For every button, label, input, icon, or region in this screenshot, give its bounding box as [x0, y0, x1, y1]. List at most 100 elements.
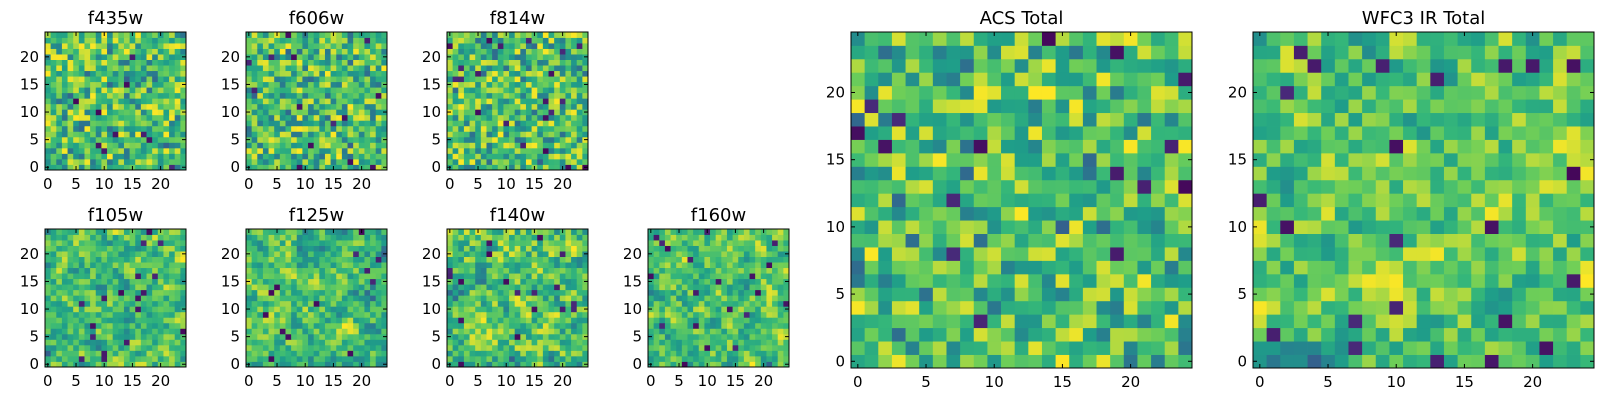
heatmap-cell [486, 70, 493, 77]
heatmap-cell [381, 37, 388, 44]
heatmap-cell [274, 48, 281, 55]
heatmap-cell [107, 267, 114, 274]
heatmap-cell [78, 59, 85, 66]
heatmap-cell [537, 273, 544, 280]
heatmap-cell [347, 284, 354, 291]
heatmap-cell [1096, 179, 1111, 194]
heatmap-cell [571, 103, 578, 110]
heatmap-cell [721, 350, 728, 357]
heatmap-cell [180, 234, 187, 241]
heatmap-cell [285, 98, 292, 105]
heatmap-cell [766, 289, 773, 296]
heatmap-cell [463, 131, 470, 138]
heatmap-cell [157, 273, 164, 280]
heatmap-cell [285, 284, 292, 291]
heatmap-cell [463, 114, 470, 121]
heatmap-cell [274, 98, 281, 105]
heatmap-cell [302, 273, 309, 280]
heatmap-cell [554, 284, 561, 291]
heatmap-cell [308, 54, 315, 60]
heatmap-cell [503, 131, 510, 138]
heatmap-cell [107, 245, 114, 252]
heatmap-cell [129, 328, 136, 335]
heatmap-cell [152, 142, 159, 149]
heatmap-cell [262, 54, 269, 60]
heatmap-cell [112, 98, 119, 105]
heatmap-cell [313, 48, 320, 55]
heatmap-cell [313, 251, 320, 257]
heatmap-cell [169, 361, 176, 368]
heatmap-cell [146, 158, 153, 165]
heatmap-cell [698, 234, 705, 241]
heatmap-cell [353, 251, 360, 257]
heatmap-cell [676, 234, 683, 241]
heatmap-cell [497, 76, 504, 83]
heatmap-cell [73, 92, 80, 99]
heatmap-cell [296, 109, 303, 116]
heatmap-cell [542, 289, 549, 296]
heatmap-cell [135, 278, 142, 285]
heatmap-cell [370, 81, 377, 88]
heatmap-cell [475, 234, 482, 241]
heatmap-cell [452, 114, 459, 121]
heatmap-cell [760, 344, 767, 351]
heatmap-cell [73, 37, 80, 44]
y-tick-label: 5 [230, 131, 240, 149]
heatmap-cell [676, 251, 683, 257]
heatmap-cell [296, 59, 303, 66]
heatmap-cell [1014, 341, 1029, 355]
heatmap-cell [687, 355, 694, 362]
heatmap-cell [1096, 300, 1111, 315]
heatmap-cell [146, 87, 153, 94]
heatmap-cell [157, 344, 164, 351]
heatmap-cell [721, 295, 728, 302]
heatmap-cell [330, 103, 337, 110]
heatmap-cell [123, 153, 130, 160]
heatmap-cell [135, 234, 142, 241]
heatmap-cell [107, 322, 114, 329]
heatmap-cell [475, 289, 482, 296]
heatmap-cell [475, 322, 482, 329]
heatmap-cell [279, 251, 286, 257]
heatmap-cell [664, 350, 671, 357]
heatmap-cell [341, 289, 348, 296]
heatmap-cell [514, 251, 521, 257]
heatmap-cell [653, 273, 660, 280]
heatmap-cell [56, 278, 63, 285]
heatmap-cell [766, 234, 773, 241]
heatmap-cell [548, 328, 555, 335]
heatmap-cell [447, 114, 454, 121]
heatmap-cell [755, 262, 762, 269]
heatmap-cell [509, 131, 516, 138]
heatmap-cell [772, 245, 779, 252]
heatmap-cell [101, 136, 108, 143]
heatmap-cell [163, 322, 170, 329]
heatmap-cell [129, 234, 136, 241]
heatmap-cell [381, 322, 388, 329]
heatmap-cell [118, 98, 125, 105]
heatmap-cell [743, 322, 750, 329]
heatmap-cell [146, 70, 153, 77]
heatmap-cell [67, 295, 74, 302]
heatmap-cell [520, 76, 527, 83]
heatmap-cell [274, 125, 281, 132]
heatmap-cell [760, 317, 767, 324]
heatmap-cell [475, 245, 482, 252]
heatmap-cell [732, 245, 739, 252]
heatmap-cell [129, 98, 136, 105]
heatmap-cell [274, 114, 281, 121]
heatmap-cell [447, 142, 454, 149]
heatmap-cell [135, 136, 142, 143]
heatmap-cell [932, 193, 947, 208]
heatmap-cell [107, 98, 114, 105]
heatmap-cell [308, 333, 315, 340]
heatmap-cell [486, 109, 493, 116]
heatmap-cell [257, 245, 264, 252]
heatmap-cell [375, 234, 382, 241]
heatmap-cell [375, 245, 382, 252]
heatmap-cell [353, 339, 360, 346]
heatmap-cell [525, 306, 532, 313]
heatmap-cell [1028, 314, 1043, 329]
x-tick-label: 5 [272, 175, 282, 193]
heatmap-cell [268, 76, 275, 83]
